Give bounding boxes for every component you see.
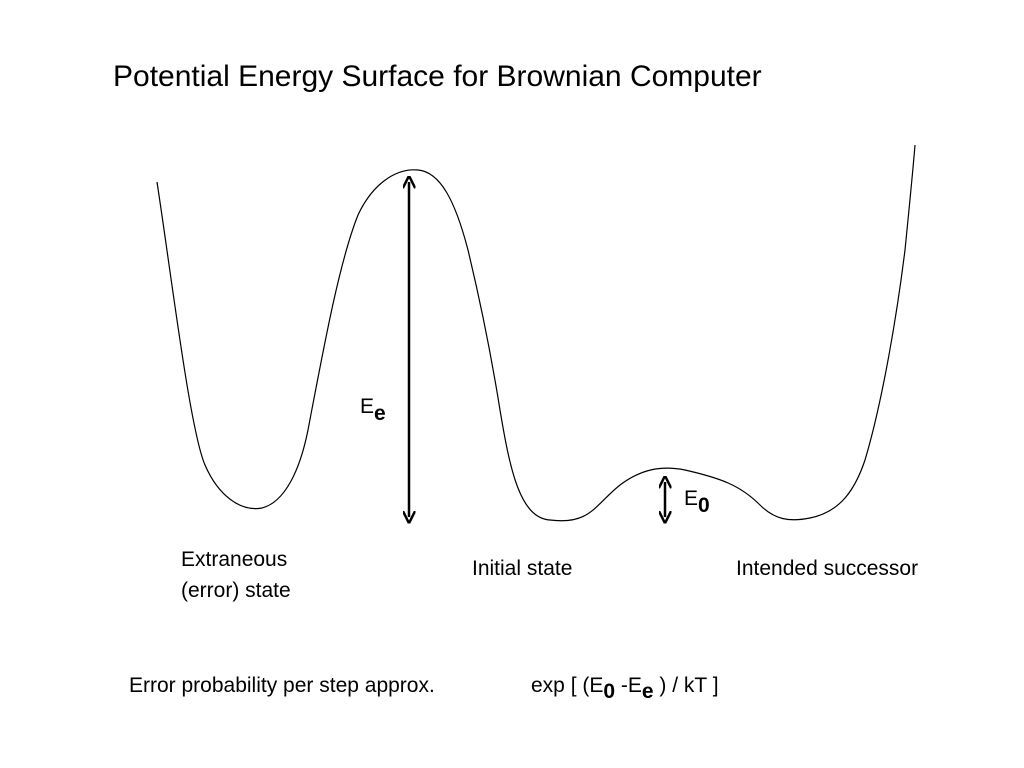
formula-part1: exp [ (E	[531, 674, 604, 697]
formula-part2: -E	[615, 674, 642, 697]
formula-part3: ) / kT ]	[653, 674, 719, 697]
error-state-label-line2: (error) state	[181, 579, 291, 602]
step-barrier-symbol: E	[684, 487, 699, 510]
error-probability-label: Error probability per step approx.	[129, 674, 435, 697]
formula-subscript-0: 0	[603, 680, 616, 703]
error-barrier-label: Ee	[360, 395, 386, 425]
initial-state-label: Initial state	[472, 557, 573, 580]
error-barrier-symbol: E	[360, 395, 375, 418]
intended-successor-label: Intended successor	[736, 557, 919, 580]
error-state-label-line1: Extraneous	[181, 548, 288, 571]
step-barrier-subscript: 0	[698, 494, 710, 517]
error-barrier-subscript: e	[374, 402, 386, 425]
step-barrier-label: E0	[684, 487, 710, 517]
potential-energy-curve	[156, 144, 916, 522]
slide-title: Potential Energy Surface for Brownian Co…	[113, 60, 762, 93]
formula-subscript-e: e	[641, 680, 654, 703]
error-probability-formula: exp [ (E0 -Ee ) / kT ]	[531, 673, 719, 703]
